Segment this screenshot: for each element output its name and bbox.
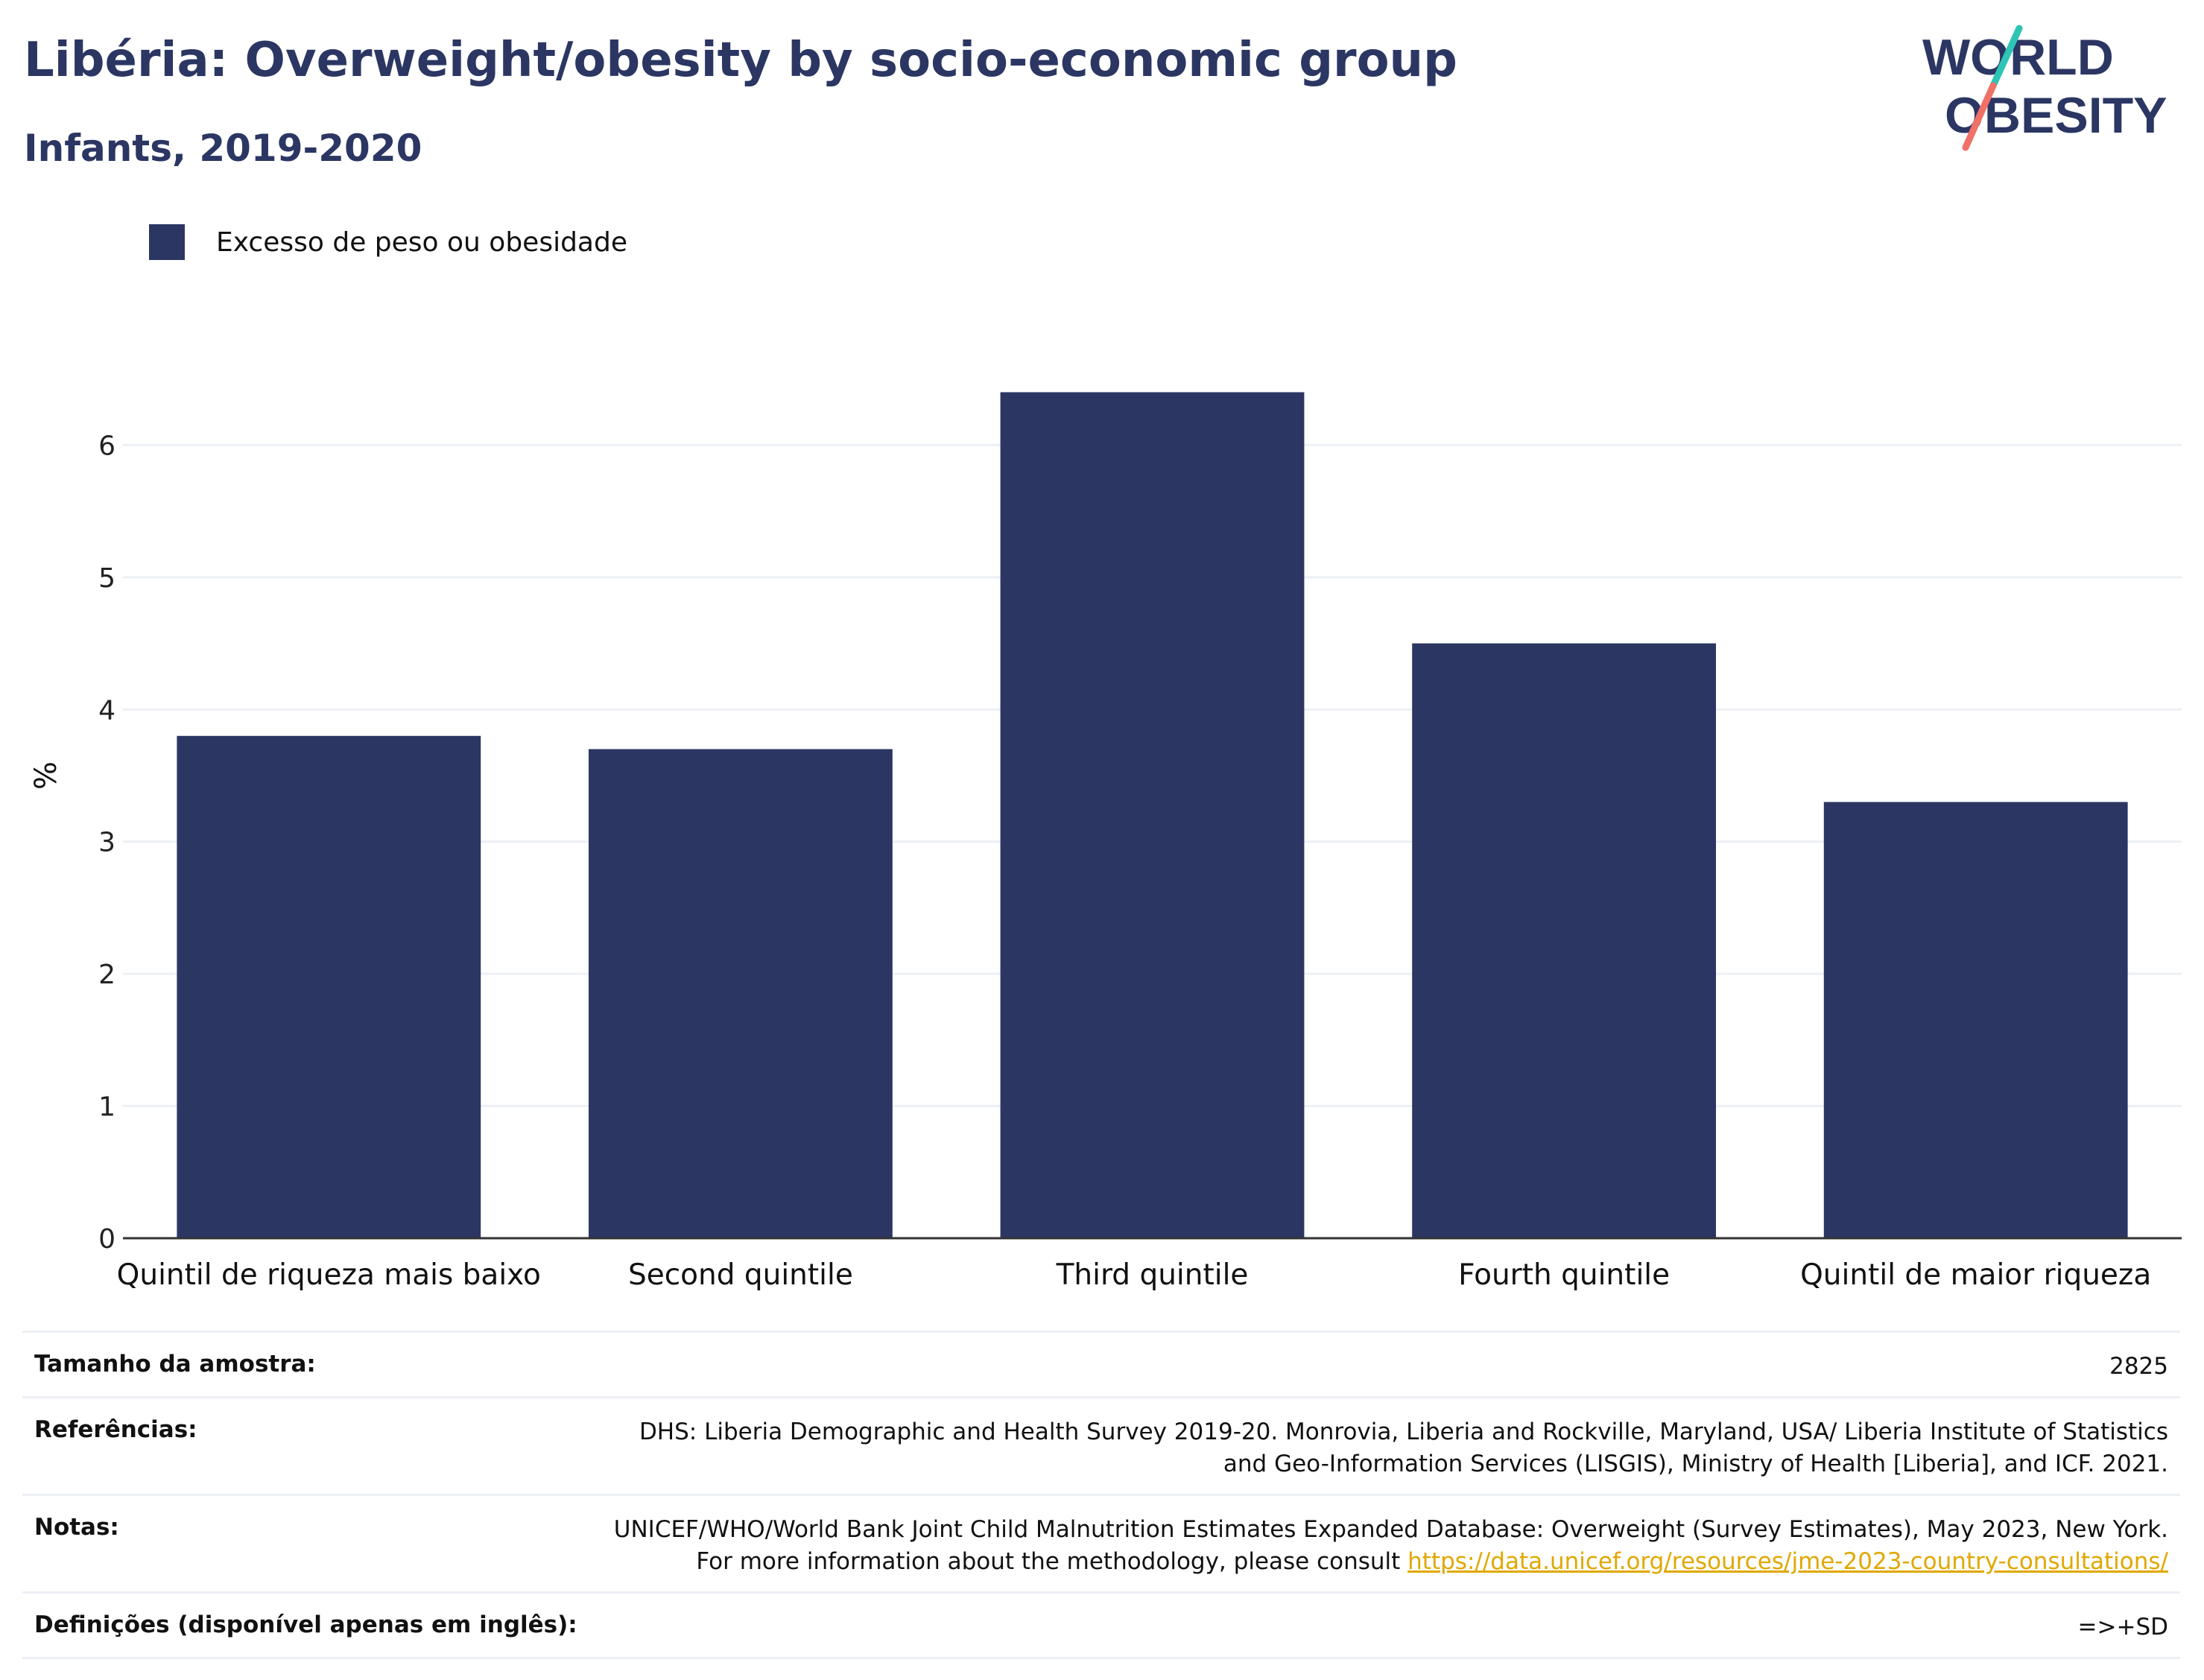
bar [177,735,481,1238]
x-tick-label: Quintil de riqueza mais baixo [117,1258,541,1292]
chart-title: Libéria: Overweight/obesity by socio-eco… [24,33,1457,88]
info-row-sample-size: Tamanho da amostra: 2825 [22,1331,2180,1396]
bar [588,749,893,1238]
y-axis-title: % [29,761,63,790]
info-label: Definições (disponível apenas em inglês)… [34,1611,577,1638]
legend-label: Excesso de peso ou obesidade [216,226,627,258]
y-tick-label: 0 [98,1224,115,1255]
y-tick-label: 5 [98,563,115,594]
logo-slash-coral [1962,82,1997,151]
info-row-notes: Notas: UNICEF/WHO/World Bank Joint Child… [22,1494,2180,1591]
y-tick-label: 6 [98,431,115,461]
info-row-references: Referências: DHS: Liberia Demographic an… [22,1396,2180,1494]
notes-text: UNICEF/WHO/World Bank Joint Child Malnut… [613,1516,2168,1575]
info-table: Tamanho da amostra: 2825 Referências: DH… [22,1331,2180,1659]
y-tick-label: 2 [98,960,115,990]
x-tick-label: Third quintile [1056,1258,1249,1292]
info-label: Notas: [34,1514,119,1541]
y-tick-label: 1 [98,1092,115,1123]
x-tick-label: Fourth quintile [1458,1258,1670,1292]
y-tick-label: 4 [98,695,115,726]
methodology-link[interactable]: https://data.unicef.org/resources/jme-20… [1407,1548,2168,1575]
x-tick-label: Second quintile [628,1258,853,1292]
info-value: =>+SD [2077,1614,2168,1641]
x-tick-label: Quintil de maior riqueza [1800,1258,2151,1292]
bar-chart: 0 1 2 3 4 5 6 Quintil de riqueza mais baixo Seco… [29,392,2182,1292]
bar [1000,392,1305,1238]
legend-swatch [149,224,185,260]
info-value: UNICEF/WHO/World Bank Joint Child Malnut… [604,1514,2168,1578]
info-value: DHS: Liberia Demographic and Health Surv… [639,1419,2168,1477]
chart-subtitle: Infants, 2019-2020 [24,127,422,170]
info-value: 2825 [2109,1353,2168,1380]
info-row-definitions: Definições (disponível apenas em inglês)… [22,1591,2180,1659]
info-label: Tamanho da amostra: [34,1351,316,1378]
chart-legend: Excesso de peso ou obesidade [149,224,627,261]
bar [1823,802,2128,1238]
info-label: Referências: [34,1416,197,1443]
world-obesity-logo: WORLD OBESITY [1922,25,2167,151]
y-tick-label: 3 [98,828,115,858]
logo-slash-teal [1989,25,2023,89]
bar [1412,643,1717,1238]
